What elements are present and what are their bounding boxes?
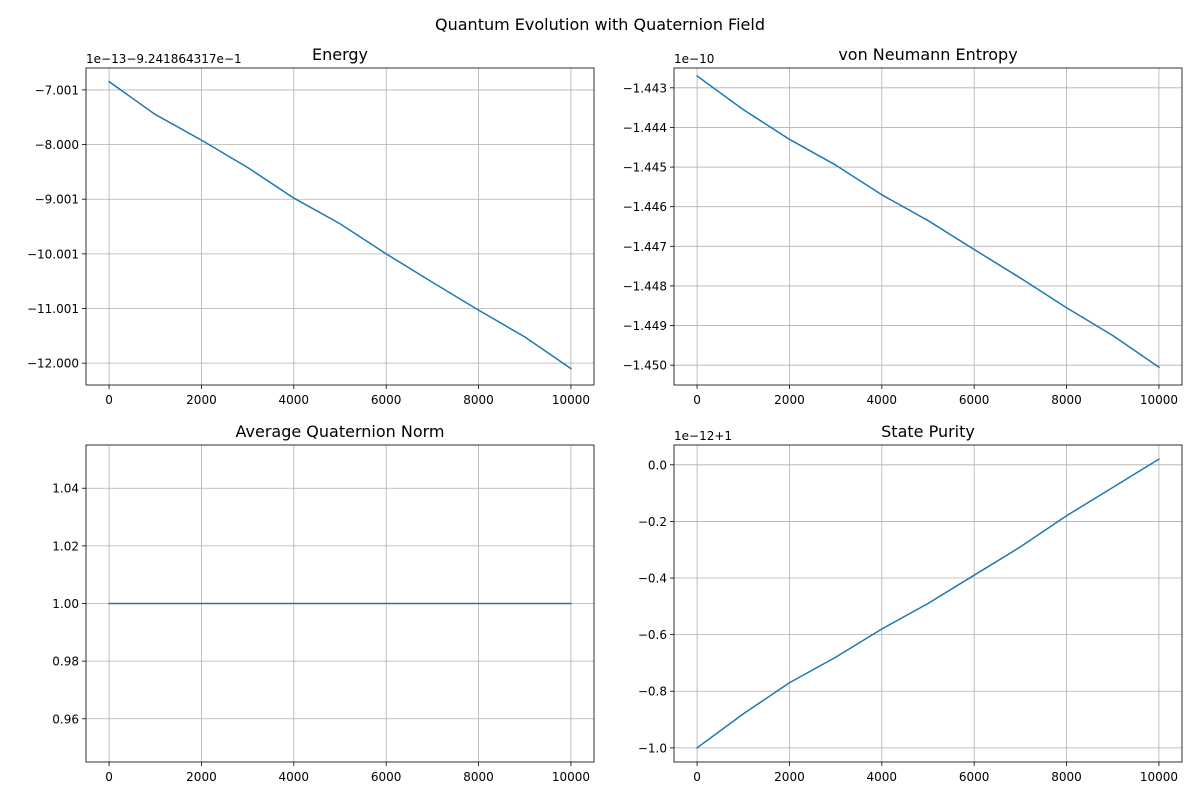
x-tick-label: 0 [105, 393, 113, 407]
y-tick-label: −0.6 [638, 628, 667, 642]
plot-frame [85, 67, 595, 386]
series-line-entropy [696, 74, 1160, 369]
x-tick-label: 10000 [1140, 393, 1178, 407]
x-tick-label: 6000 [959, 393, 990, 407]
y-tick-label: −1.448 [623, 279, 667, 293]
y-tick-label: −0.2 [638, 515, 667, 529]
x-tick-label: 0 [105, 770, 113, 784]
y-tick-label: −1.445 [623, 161, 667, 175]
panel-purity: 0 2000 4000 6000 8000 10000 0.0 −0.2 −0.4 −0.6 −0.… [638, 422, 1183, 784]
y-tick-label: −1.449 [623, 319, 667, 333]
y-tick-label: −0.4 [638, 572, 667, 586]
plot-frame [673, 444, 1183, 763]
panel-energy: 0 2000 4000 6000 8000 10000 −7.001 −8.000 −9.001… [27, 45, 595, 407]
panel-title: State Purity [881, 422, 975, 441]
x-tick-label: 10000 [1140, 770, 1178, 784]
y-tick-label: −1.0 [638, 741, 667, 755]
x-tick-label: 0 [693, 770, 701, 784]
y-tick-label: −1.446 [623, 200, 667, 214]
x-tick-label: 4000 [867, 393, 898, 407]
y-tick-label: 1.04 [52, 482, 79, 496]
x-tick-label: 2000 [186, 393, 217, 407]
axis-offset-label: 1e−13−9.241864317e−1 [86, 52, 242, 66]
y-tick-label: 0.98 [52, 655, 79, 669]
y-tick-label: −0.8 [638, 685, 667, 699]
panel-quaternion-norm: 0 2000 4000 6000 8000 10000 0.96 0.98 1.00 1.02 1.… [52, 422, 595, 784]
y-tick-label: 1.00 [52, 597, 79, 611]
axis-offset-label: 1e−12+1 [674, 429, 732, 443]
y-tick-label: −9.001 [35, 193, 79, 207]
y-tick-label: −12.000 [27, 357, 79, 371]
x-tick-label: 8000 [463, 770, 494, 784]
x-tick-label: 10000 [552, 770, 590, 784]
y-tick-label: −11.001 [27, 302, 79, 316]
x-tick-label: 8000 [1051, 393, 1082, 407]
x-tick-label: 8000 [1051, 770, 1082, 784]
series-line-purity [696, 458, 1160, 749]
y-tick-label: 0.96 [52, 712, 79, 726]
x-tick-label: 4000 [867, 770, 898, 784]
y-tick-label: −1.450 [623, 359, 667, 373]
figure-title: Quantum Evolution with Quaternion Field [435, 15, 765, 34]
x-tick-label: 10000 [552, 393, 590, 407]
y-tick-label: −1.447 [623, 240, 667, 254]
y-tick-label: −8.000 [35, 138, 79, 152]
y-tick-label: −10.001 [27, 247, 79, 261]
axis-offset-label: 1e−10 [674, 52, 714, 66]
x-tick-label: 6000 [371, 393, 402, 407]
panel-title: Energy [312, 45, 368, 64]
series-line-energy [108, 80, 572, 370]
y-tick-label: −1.444 [623, 121, 667, 135]
x-tick-label: 4000 [279, 393, 310, 407]
x-tick-label: 2000 [774, 393, 805, 407]
panel-title: von Neumann Entropy [838, 45, 1017, 64]
panel-title: Average Quaternion Norm [236, 422, 445, 441]
y-tick-label: 0.0 [648, 458, 667, 472]
x-tick-label: 0 [693, 393, 701, 407]
y-tick-label: −1.443 [623, 81, 667, 95]
x-tick-label: 2000 [774, 770, 805, 784]
x-tick-label: 8000 [463, 393, 494, 407]
y-tick-label: −7.001 [35, 83, 79, 97]
plot-frame [673, 67, 1183, 386]
x-tick-label: 6000 [371, 770, 402, 784]
x-tick-label: 2000 [186, 770, 217, 784]
panel-entropy: 0 2000 4000 6000 8000 10000 −1.443 −1.444 −1.445… [623, 45, 1183, 407]
y-tick-label: 1.02 [52, 539, 79, 553]
x-tick-label: 4000 [279, 770, 310, 784]
x-tick-label: 6000 [959, 770, 990, 784]
